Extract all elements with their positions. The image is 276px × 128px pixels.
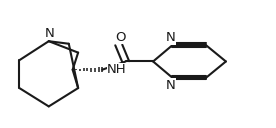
Text: O: O <box>115 31 125 44</box>
Text: N: N <box>166 79 176 92</box>
Text: N: N <box>166 31 176 44</box>
Text: N: N <box>45 27 55 40</box>
Text: NH: NH <box>107 63 127 76</box>
